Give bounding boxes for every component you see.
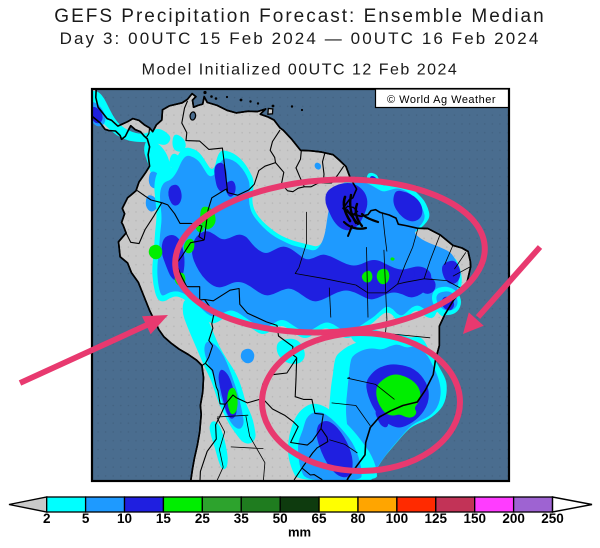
svg-text:50: 50	[273, 511, 288, 526]
svg-text:15: 15	[156, 511, 172, 526]
svg-text:80: 80	[350, 511, 365, 526]
svg-text:25: 25	[195, 511, 211, 526]
svg-text:200: 200	[502, 511, 525, 526]
svg-text:GEFS Precipitation Forecast: E: GEFS Precipitation Forecast: Ensemble Me…	[54, 6, 545, 27]
svg-text:125: 125	[425, 511, 448, 526]
svg-text:65: 65	[312, 511, 328, 526]
svg-text:10: 10	[117, 511, 132, 526]
svg-text:150: 150	[463, 511, 486, 526]
svg-text:35: 35	[234, 511, 250, 526]
svg-text:100: 100	[386, 511, 409, 526]
svg-text:© World Ag Weather: © World Ag Weather	[387, 94, 496, 106]
svg-text:mm: mm	[288, 525, 311, 540]
svg-text:5: 5	[82, 511, 90, 526]
svg-text:2: 2	[43, 511, 51, 526]
svg-text:250: 250	[541, 511, 564, 526]
svg-text:Day 3: 00UTC 15 Feb 2024 — 00U: Day 3: 00UTC 15 Feb 2024 — 00UTC 16 Feb …	[60, 29, 541, 48]
svg-text:Model Initialized 00UTC 12 Feb: Model Initialized 00UTC 12 Feb 2024	[142, 62, 459, 79]
